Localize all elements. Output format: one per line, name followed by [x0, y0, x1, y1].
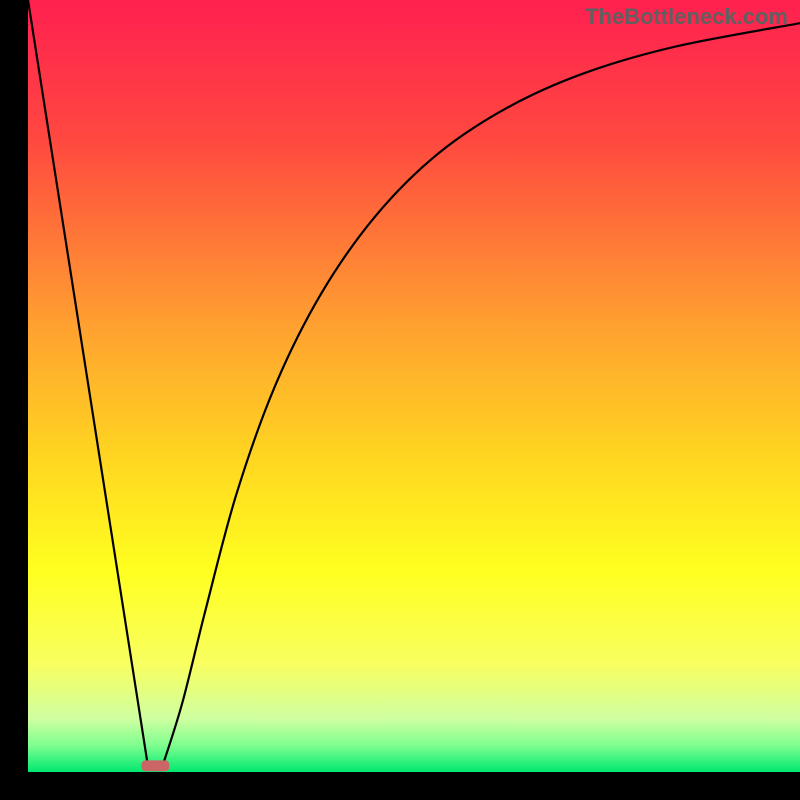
watermark-text: TheBottleneck.com — [585, 4, 788, 30]
gradient-background — [28, 0, 800, 772]
optimum-marker — [141, 760, 169, 771]
bottleneck-chart — [0, 0, 800, 800]
chart-container: TheBottleneck.com — [0, 0, 800, 800]
